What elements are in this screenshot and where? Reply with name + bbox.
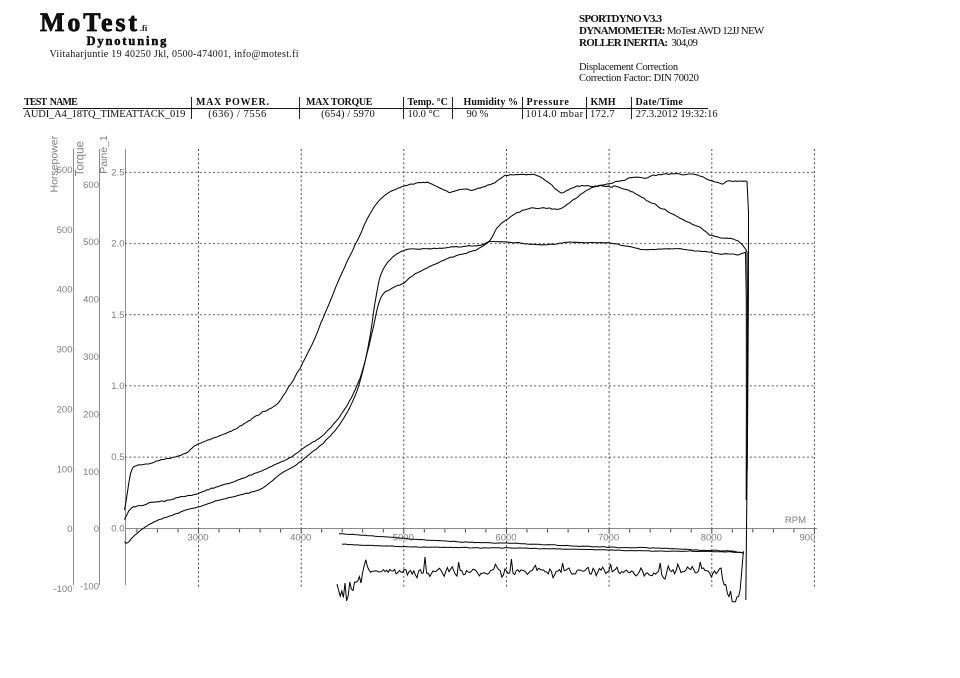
svg-text:7000: 7000 [598, 533, 619, 544]
svg-text:200: 200 [83, 409, 99, 420]
svg-text:6000: 6000 [495, 533, 516, 544]
svg-text:400: 400 [57, 285, 73, 296]
svg-text:0: 0 [67, 524, 72, 535]
svg-text:3000: 3000 [187, 533, 208, 544]
svg-text:600: 600 [83, 180, 99, 191]
svg-text:1.0: 1.0 [111, 381, 124, 392]
svg-text:900: 900 [800, 533, 816, 544]
svg-text:1.5: 1.5 [111, 310, 124, 321]
svg-text:200: 200 [57, 404, 73, 415]
svg-text:Paine_1: Paine_1 [98, 135, 110, 174]
svg-text:0.5: 0.5 [111, 452, 124, 463]
svg-text:0.0: 0.0 [111, 523, 124, 534]
svg-text:2.5: 2.5 [111, 167, 124, 178]
svg-text:8000: 8000 [701, 533, 722, 544]
svg-text:Torque: Torque [75, 141, 87, 176]
svg-text:4000: 4000 [290, 533, 311, 544]
svg-text:100: 100 [57, 464, 73, 475]
svg-text:600: 600 [57, 165, 73, 176]
svg-text:RPM: RPM [785, 515, 806, 526]
svg-text:100: 100 [83, 467, 99, 478]
svg-text:0: 0 [94, 524, 99, 535]
svg-text:300: 300 [83, 352, 99, 363]
svg-text:300: 300 [57, 345, 73, 356]
svg-text:-100: -100 [80, 582, 99, 593]
svg-text:2.0: 2.0 [111, 239, 124, 250]
svg-text:500: 500 [57, 225, 73, 236]
svg-text:400: 400 [83, 295, 99, 306]
svg-text:500: 500 [83, 237, 99, 248]
svg-text:Horsepower: Horsepower [49, 135, 61, 192]
svg-text:-100: -100 [53, 584, 72, 595]
